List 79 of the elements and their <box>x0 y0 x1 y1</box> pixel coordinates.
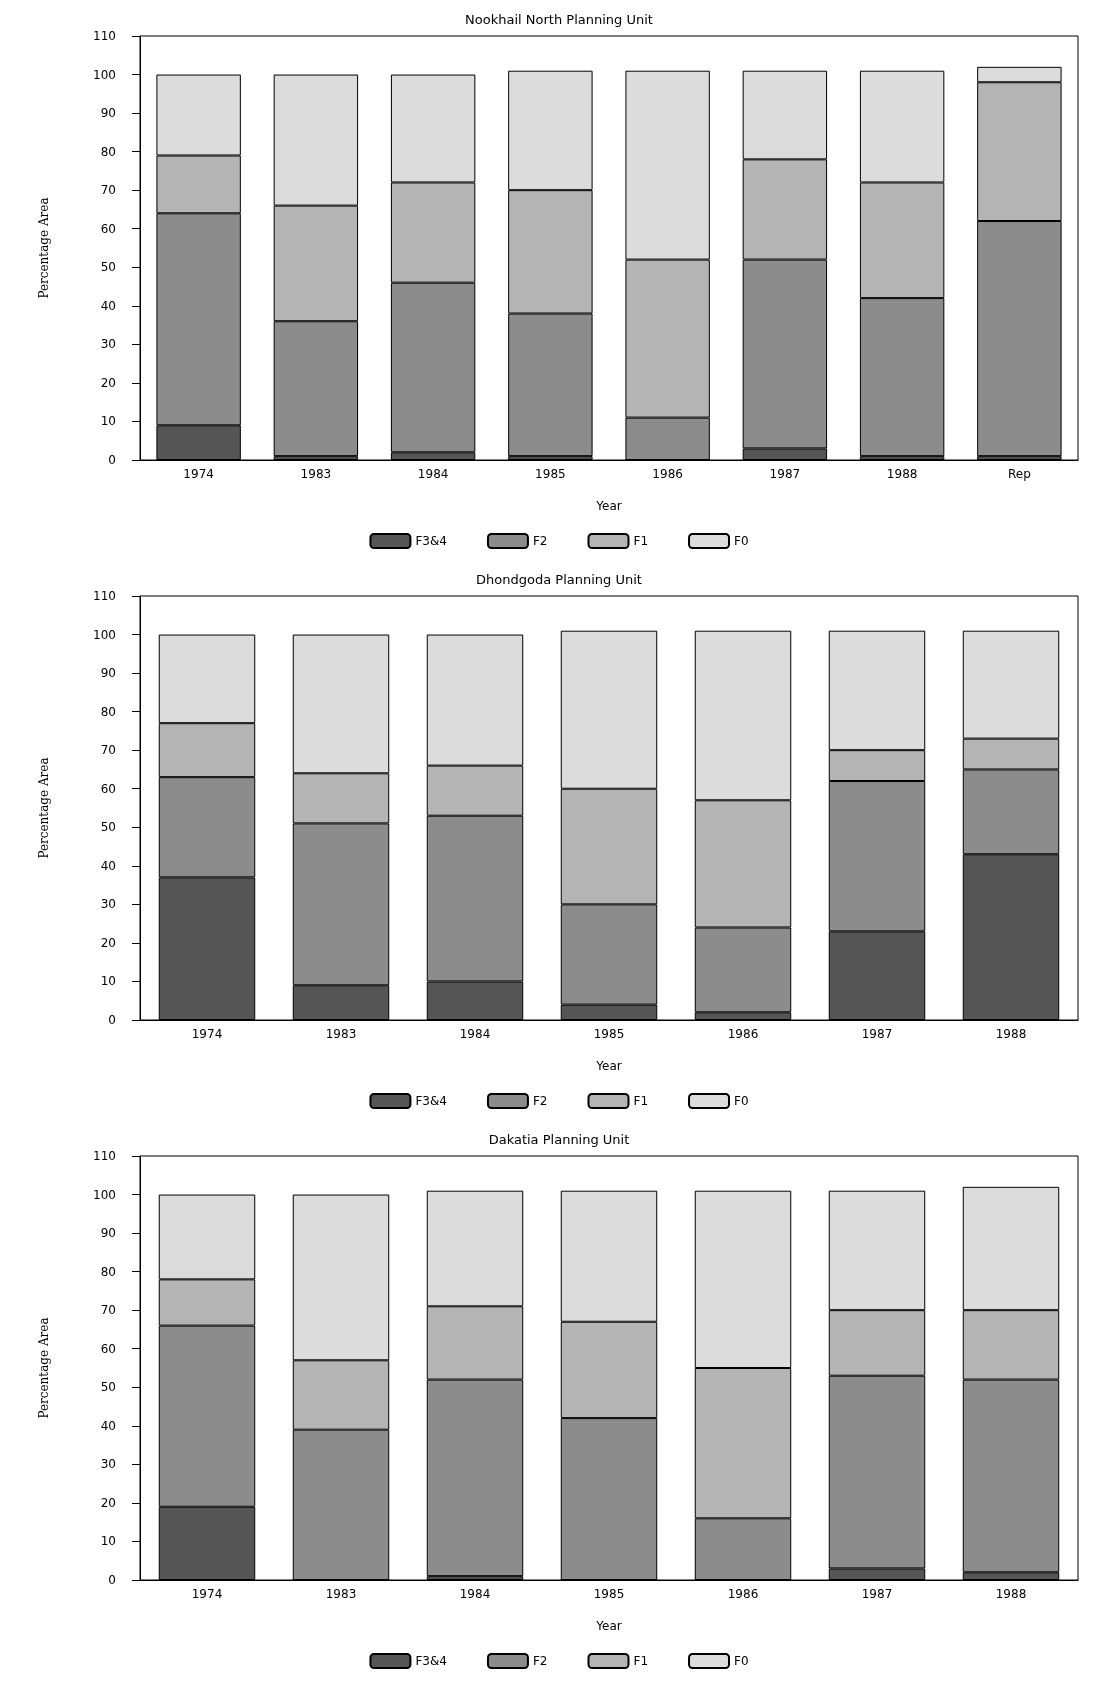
x-tick-label: 1988 <box>995 1587 1027 1601</box>
y-tick-label: 100 <box>93 67 116 82</box>
x-tick-label: 1985 <box>535 467 566 481</box>
y-tick-label: 90 <box>100 106 116 121</box>
x-tick-label: 1988 <box>995 1027 1027 1041</box>
x-tick-label: Rep <box>1007 467 1031 481</box>
y-tick-label: 20 <box>100 375 116 390</box>
legend-label: F1 <box>633 534 649 548</box>
x-tick-label: 1974 <box>183 467 214 481</box>
y-tick-label: 20 <box>100 935 116 950</box>
y-tick-label: 10 <box>100 974 116 989</box>
x-tick-label: 1983 <box>325 1587 357 1601</box>
x-tick-label: 1974 <box>191 1027 223 1041</box>
x-tick-label: 1986 <box>727 1587 759 1601</box>
y-tick-label: 70 <box>100 183 116 198</box>
x-axis-title: Year <box>595 499 622 513</box>
y-tick-label: 90 <box>100 1226 116 1241</box>
x-tick-label: 1987 <box>861 1027 893 1041</box>
y-tick-label: 50 <box>100 260 116 275</box>
legend-label: F3&4 <box>415 1094 447 1108</box>
legend-label: F3&4 <box>415 1654 447 1668</box>
y-tick-label: 70 <box>100 1303 116 1318</box>
x-tick-label: 1988 <box>886 467 918 481</box>
y-tick-label: 40 <box>100 298 116 313</box>
y-tick-label: 100 <box>93 1187 116 1202</box>
legend-label: F1 <box>633 1654 649 1668</box>
y-tick-label: 80 <box>100 1264 116 1279</box>
y-tick-label: 60 <box>100 221 116 236</box>
y-axis-title: Percentage Area <box>37 197 51 299</box>
x-tick-label: 1985 <box>593 1587 625 1601</box>
x-axis-title: Year <box>595 1059 622 1073</box>
y-tick-label: 0 <box>108 1013 116 1027</box>
y-tick-label: 50 <box>100 820 116 835</box>
y-tick-label: 80 <box>100 704 116 719</box>
y-tick-label: 60 <box>100 781 116 796</box>
y-tick-label: 100 <box>93 627 116 642</box>
chart-title: Dhondgoda Planning Unit <box>476 572 642 587</box>
legend-label: F3&4 <box>415 534 447 548</box>
legend-label: F2 <box>532 534 548 548</box>
y-tick-label: 60 <box>100 1341 116 1356</box>
x-tick-label: 1986 <box>652 467 683 481</box>
y-tick-label: 70 <box>100 743 116 758</box>
y-tick-label: 50 <box>100 1380 116 1395</box>
x-tick-label: 1983 <box>300 467 332 481</box>
x-tick-label: 1983 <box>325 1027 357 1041</box>
y-tick-label: 30 <box>100 1457 116 1472</box>
x-tick-label: 1985 <box>593 1027 625 1041</box>
y-tick-label: 30 <box>100 337 116 352</box>
x-tick-label: 1984 <box>417 467 449 481</box>
chart-title: Dakatia Planning Unit <box>488 1132 630 1147</box>
legend-label: F2 <box>532 1094 548 1108</box>
chart-title: Nookhail North Planning Unit <box>465 12 653 27</box>
legend-label: F0 <box>734 1094 749 1108</box>
x-tick-label: 1987 <box>769 467 801 481</box>
y-tick-label: 40 <box>100 858 116 873</box>
legend-label: F0 <box>734 534 749 548</box>
y-tick-label: 10 <box>100 1534 116 1549</box>
y-tick-label: 0 <box>108 453 116 467</box>
x-tick-label: 1984 <box>459 1587 491 1601</box>
legend-label: F0 <box>734 1654 749 1668</box>
y-tick-label: 0 <box>108 1573 116 1587</box>
y-tick-label: 40 <box>100 1418 116 1433</box>
x-tick-label: 1986 <box>727 1027 759 1041</box>
x-axis-title: Year <box>595 1619 622 1633</box>
x-tick-label: 1987 <box>861 1587 893 1601</box>
y-tick-label: 110 <box>93 589 116 603</box>
y-tick-label: 10 <box>100 414 116 429</box>
y-tick-label: 80 <box>100 144 116 159</box>
y-tick-label: 110 <box>93 1149 116 1163</box>
legend-label: F1 <box>633 1094 649 1108</box>
y-axis-title: Percentage Area <box>37 1317 51 1419</box>
y-tick-label: 20 <box>100 1495 116 1510</box>
x-tick-label: 1984 <box>459 1027 491 1041</box>
x-tick-label: 1974 <box>191 1587 223 1601</box>
y-tick-label: 90 <box>100 666 116 681</box>
y-tick-label: 30 <box>100 897 116 912</box>
y-tick-label: 110 <box>93 29 116 43</box>
legend-label: F2 <box>532 1654 548 1668</box>
y-axis-title: Percentage Area <box>37 757 51 859</box>
